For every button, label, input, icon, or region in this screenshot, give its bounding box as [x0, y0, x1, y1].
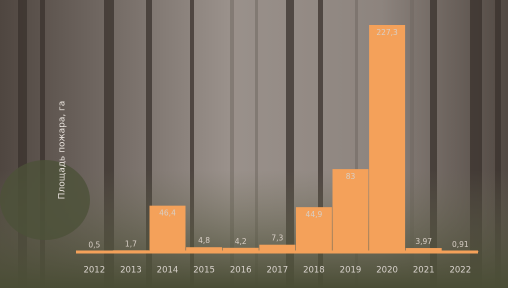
value-label: 0,91 [452, 240, 469, 249]
bar [406, 248, 442, 252]
value-label: 227,3 [376, 28, 398, 37]
y-axis-label: Площадь пожара, га [58, 101, 68, 200]
value-label: 7,3 [271, 234, 283, 243]
x-tick-label: 2020 [376, 266, 398, 276]
x-tick-label: 2016 [230, 266, 252, 276]
value-label: 3,97 [415, 237, 432, 246]
value-label: 0,5 [88, 241, 100, 250]
x-tick-label: 2014 [157, 266, 179, 276]
bar [259, 245, 295, 252]
x-tick-label: 2018 [303, 266, 325, 276]
x-tick-label: 2013 [120, 266, 142, 276]
value-label: 83 [346, 172, 356, 181]
value-label: 4,8 [198, 236, 210, 245]
bar [113, 250, 149, 252]
value-label: 1,7 [125, 239, 137, 248]
value-label: 4,2 [235, 237, 247, 246]
x-tick-label: 2015 [193, 266, 215, 276]
bar [333, 169, 369, 252]
bar [442, 251, 478, 252]
x-tick-label: 2012 [83, 266, 105, 276]
x-tick-label: 2022 [449, 266, 471, 276]
chart: Площадь пожара, га 0,5 2012 1,7 2013 46,4 201… [0, 0, 508, 288]
x-tick-label: 2021 [413, 266, 435, 276]
x-tick-label: 2017 [266, 266, 288, 276]
bar [369, 25, 405, 252]
x-tick-label: 2019 [340, 266, 362, 276]
value-label: 46,4 [159, 209, 176, 218]
bar [223, 248, 259, 252]
bar [186, 247, 222, 252]
value-label: 44,9 [306, 210, 323, 219]
